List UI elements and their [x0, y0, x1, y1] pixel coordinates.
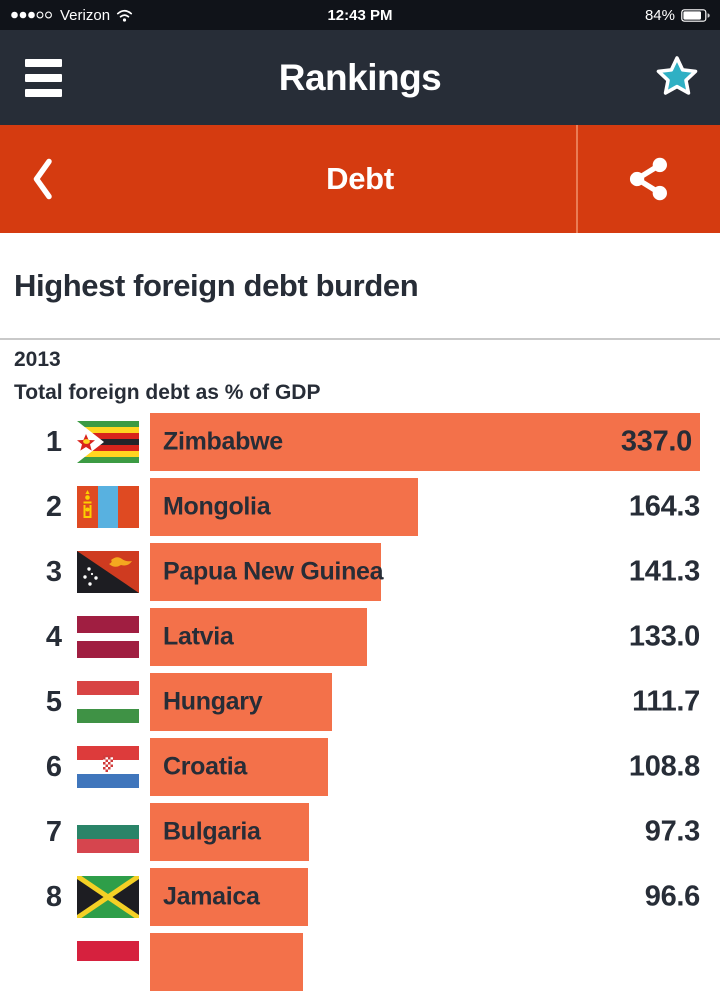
country-label: Mongolia [163, 492, 271, 521]
status-bar: Verizon 12:43 PM 84% [0, 0, 720, 30]
value-bar [150, 803, 309, 861]
rank-number: 2 [45, 490, 62, 523]
status-left: Verizon [10, 7, 133, 24]
flag-mongolia-icon [77, 486, 139, 528]
bar-area: Bulgaria 97.3 [150, 803, 700, 861]
app-title: Rankings [278, 56, 442, 98]
flag-jamaica-icon [77, 876, 139, 918]
value-label: 133.0 [628, 620, 700, 653]
ranking-row[interactable]: 1 Zimbabwe 337.0 [0, 413, 720, 471]
rank-number: 5 [45, 685, 62, 718]
flag-zimbabwe-icon [77, 421, 139, 463]
share-button[interactable] [578, 125, 720, 233]
bar-area: Croatia 108.8 [150, 738, 700, 796]
year-label: 2013 [14, 348, 61, 371]
ranking-row[interactable] [0, 933, 720, 991]
country-label: Croatia [163, 752, 248, 781]
bar-area: Jamaica 96.6 [150, 868, 700, 926]
bar-area: Papua New Guinea 141.3 [150, 543, 700, 601]
ranking-row[interactable]: 3 Papua New Guinea 141.3 [0, 543, 720, 601]
country-label: Hungary [163, 687, 263, 716]
menu-icon [25, 58, 62, 67]
bar-area: Hungary 111.7 [150, 673, 700, 731]
rank-number: 8 [45, 880, 62, 913]
flag-latvia-icon [77, 616, 139, 658]
country-label: Latvia [163, 622, 234, 651]
value-label: 111.7 [632, 685, 700, 718]
page-title: Highest foreign debt burden [14, 268, 419, 303]
ranking-row[interactable]: 5 Hungary 111.7 [0, 673, 720, 731]
flag-next-partial-icon [77, 941, 139, 983]
app-header: Rankings [0, 30, 720, 125]
favorite-button[interactable] [652, 53, 702, 103]
rank-number: 3 [45, 555, 62, 588]
back-button[interactable] [30, 157, 54, 201]
ranking-row[interactable]: 4 Latvia 133.0 [0, 608, 720, 666]
value-bar [150, 738, 328, 796]
flag-hungary-icon [77, 681, 139, 723]
value-bar [150, 543, 381, 601]
ranking-row[interactable]: 6 Croatia 108.8 [0, 738, 720, 796]
battery-percent: 84% [644, 6, 675, 24]
bar-area [150, 933, 700, 991]
value-label: 97.3 [644, 815, 701, 848]
country-label: Bulgaria [163, 817, 261, 846]
value-bar [150, 478, 419, 536]
value-label: 108.8 [628, 750, 700, 783]
status-right: 84% [645, 7, 710, 24]
rank-number: 1 [45, 425, 62, 458]
value-label: 96.6 [644, 880, 701, 913]
value-bar [150, 413, 700, 471]
bar-area: Mongolia 164.3 [150, 478, 700, 536]
bar-area: Zimbabwe 337.0 [150, 413, 700, 471]
value-bar [150, 868, 308, 926]
menu-button[interactable] [25, 58, 62, 97]
page-content: Highest foreign debt burden 2013 Total f… [0, 233, 720, 991]
section-title: Debt [326, 161, 394, 196]
nav-divider [576, 125, 578, 233]
country-label: Jamaica [163, 882, 260, 911]
value-label: 141.3 [628, 555, 700, 588]
bar-area: Latvia 133.0 [150, 608, 700, 666]
flag-croatia-icon [77, 746, 139, 788]
wifi-icon [116, 9, 133, 22]
divider-rule [0, 338, 720, 340]
value-label: 164.3 [628, 490, 700, 523]
ranking-row[interactable]: 8 Jamaica 96.6 [0, 868, 720, 926]
ranking-row[interactable]: 2 Mongolia 164.3 [0, 478, 720, 536]
value-bar [150, 933, 304, 991]
measure-label: Total foreign debt as % of GDP [14, 381, 321, 404]
value-bar [150, 608, 368, 666]
back-icon [33, 158, 52, 200]
country-label: Papua New Guinea [163, 557, 384, 586]
value-label: 337.0 [620, 425, 692, 458]
rank-number: 4 [45, 620, 62, 653]
signal-strength-icon [11, 11, 52, 19]
share-icon [629, 157, 667, 201]
country-label: Zimbabwe [163, 427, 283, 456]
flag-bulgaria-icon [77, 811, 139, 853]
carrier-label: Verizon [60, 6, 111, 24]
battery-icon [681, 8, 710, 22]
rank-number: 7 [45, 815, 62, 848]
section-nav: Debt [0, 125, 720, 233]
value-bar [150, 673, 333, 731]
ranking-list: 1 Zimbabwe 337.0 2 Mongolia 164.3 3 Papua Ne… [0, 413, 720, 991]
star-icon [656, 55, 698, 95]
flag-papua-new-guinea-icon [77, 551, 139, 593]
rank-number: 6 [45, 750, 62, 783]
ranking-row[interactable]: 7 Bulgaria 97.3 [0, 803, 720, 861]
